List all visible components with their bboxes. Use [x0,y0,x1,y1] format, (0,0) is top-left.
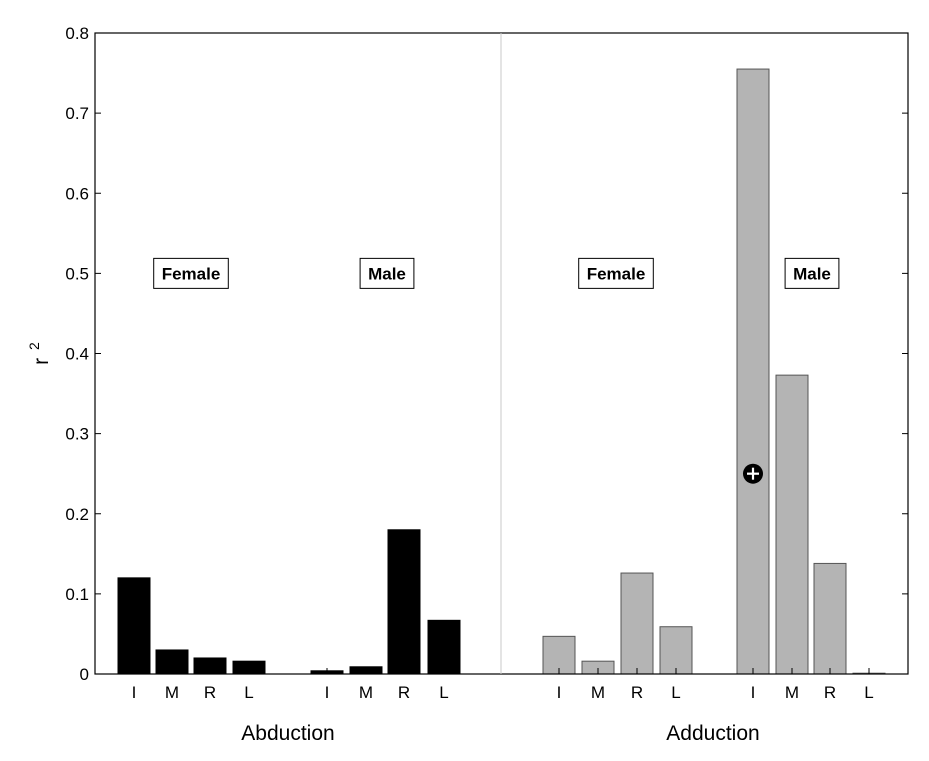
y-tick-label: 0.5 [65,264,89,283]
x-tick-label: I [325,683,330,702]
x-tick-label: R [204,683,216,702]
bar-adduction-male-m [775,374,809,675]
y-tick-label: 0.1 [65,585,89,604]
x-tick-label: L [439,683,448,702]
group-label-text: Male [368,264,406,283]
y-tick-label: 0.6 [65,184,89,203]
group-label-text: Female [587,264,646,283]
group-label-box [578,257,654,289]
x-tick-label: R [824,683,836,702]
y-tick-label: 0.3 [65,425,89,444]
x-tick-label: R [398,683,410,702]
y-tick-label: 0.7 [65,104,89,123]
group-labels: Female Male Female Male [153,257,840,289]
x-tick-label: L [864,683,873,702]
y-axis-title-superscript: 2 [26,342,42,350]
group-label-text: Male [793,264,831,283]
bar-adduction-female-i [542,635,576,675]
bar-adduction-male-r [813,562,847,675]
x-tick-label: I [132,683,137,702]
y-tick-label: 0.4 [65,345,89,364]
bar-abduction-male-l [427,619,461,675]
bar-abduction-female-i [117,577,151,675]
x-tick-label: M [591,683,605,702]
bar-adduction-male-i [736,68,770,675]
y-tick-label: 0 [80,665,89,684]
panel-title-adduction: Adduction [666,722,759,745]
x-tick-label: R [631,683,643,702]
bar-abduction-male-r [387,529,421,675]
x-axis: I M R L I M R L Abduction I M R L I M R L Adduction [132,668,874,745]
x-tick-label: L [671,683,680,702]
x-tick-label: I [557,683,562,702]
x-tick-label: M [785,683,799,702]
panel-title-abduction: Abduction [241,722,334,745]
y-axis-title: r 2 [26,342,53,365]
group-label-box [359,257,415,289]
group-label-text: Female [162,264,221,283]
y-axis: 0 0.1 0.2 0.3 0.4 0.5 0.6 0.7 0.8 [65,24,908,684]
group-label-box [784,257,840,289]
x-tick-label: M [165,683,179,702]
bar-adduction-female-r [620,572,654,675]
y-tick-label: 0.8 [65,24,89,43]
x-tick-label: L [244,683,253,702]
x-tick-label: M [359,683,373,702]
x-tick-label: I [751,683,756,702]
bar-adduction-female-l [659,626,693,675]
group-label-box [153,257,229,289]
marker-layer [743,463,763,484]
y-tick-label: 0.2 [65,505,89,524]
y-axis-title-main: r [30,358,53,365]
